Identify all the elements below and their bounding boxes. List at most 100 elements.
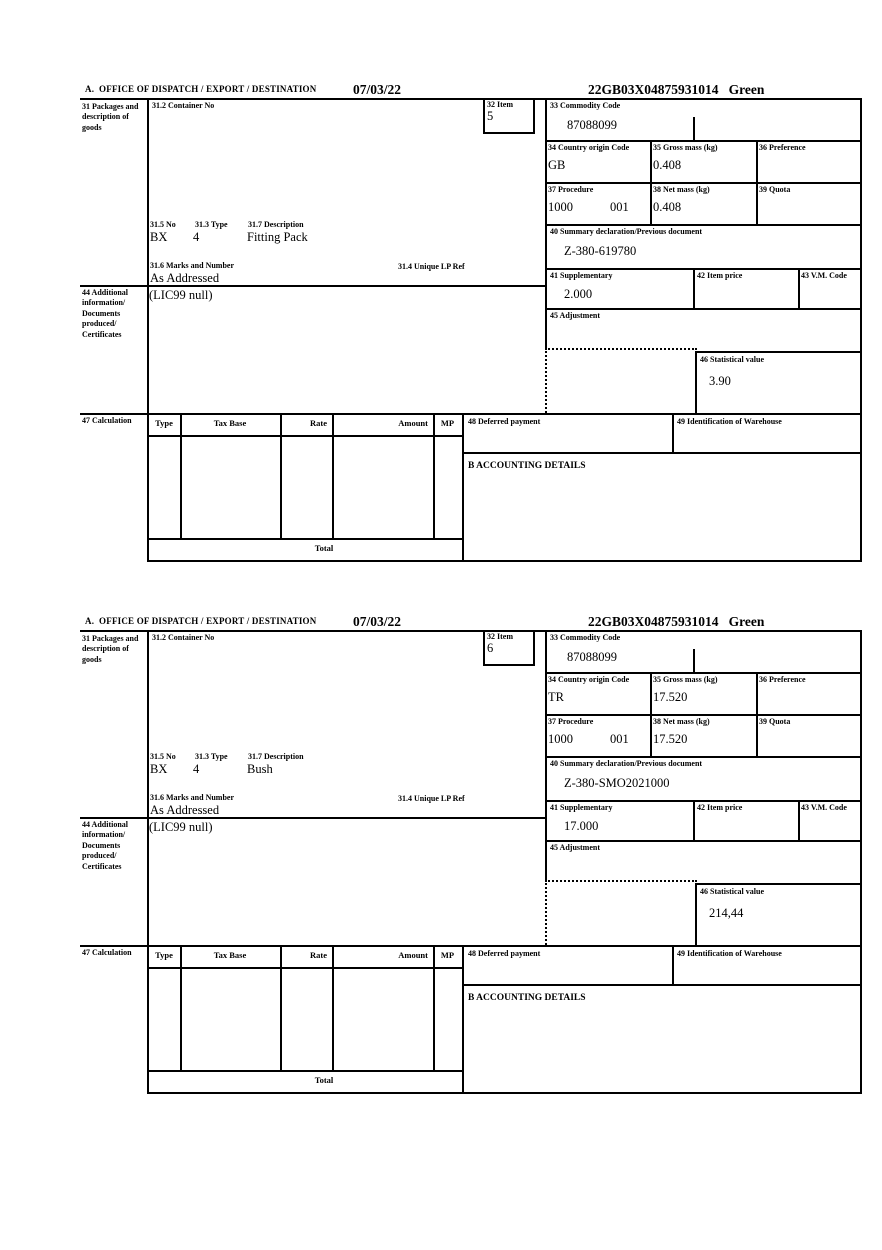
warehouse-id-label: 49 Identification of Warehouse xyxy=(677,949,782,958)
line xyxy=(545,98,547,348)
line xyxy=(695,883,862,885)
adjustment-label: 45 Adjustment xyxy=(550,843,601,852)
box31-label: 31 Packages and description of goods xyxy=(82,102,139,132)
line xyxy=(462,945,464,1092)
country-origin-label: 34 Country origin Code xyxy=(548,143,630,152)
net-mass-value: 17.520 xyxy=(653,732,688,746)
marks-number-value: As Addressed xyxy=(150,271,220,285)
net-mass-value: 0.408 xyxy=(653,200,682,214)
packages-no-label: 31.5 No xyxy=(150,752,176,761)
summary-declaration-value: Z-380-SMO2021000 xyxy=(564,776,670,790)
line xyxy=(80,630,862,632)
line xyxy=(462,452,862,454)
line xyxy=(462,984,862,986)
line xyxy=(147,630,149,1094)
country-origin-value: TR xyxy=(548,690,564,704)
statistical-value: 3.90 xyxy=(709,374,731,388)
line xyxy=(148,1070,462,1072)
line xyxy=(545,224,862,226)
packages-no-value: BX xyxy=(150,762,168,776)
line xyxy=(650,140,652,224)
line xyxy=(798,268,800,308)
item-number-box xyxy=(483,98,535,134)
summary-declaration-label: 40 Summary declaration/Previous document xyxy=(550,227,703,236)
procedure-label: 37 Procedure xyxy=(548,185,594,194)
statistical-value-label: 46 Statistical value xyxy=(700,887,764,896)
line xyxy=(80,285,545,287)
calculation-label: 47 Calculation xyxy=(82,948,132,957)
col-tax-base-header: Tax Base xyxy=(213,418,247,428)
supplementary-label: 41 Supplementary xyxy=(550,803,613,812)
declaration-sheet-1: A. OFFICE OF DISPATCH / EXPORT / DESTINA… xyxy=(80,82,864,578)
description-label: 31.7 Description xyxy=(248,220,304,229)
statistical-value-label: 46 Statistical value xyxy=(700,355,764,364)
deferred-payment-label: 48 Deferred payment xyxy=(468,417,541,426)
line xyxy=(545,672,862,674)
dotted-line xyxy=(545,880,697,882)
item-price-label: 42 Item price xyxy=(697,803,743,812)
line xyxy=(148,1092,862,1094)
line xyxy=(280,413,282,538)
container-no-label: 31.2 Container No xyxy=(152,101,215,110)
quota-label: 39 Quota xyxy=(759,717,791,726)
line xyxy=(693,268,695,308)
accounting-details-label: B ACCOUNTING DETAILS xyxy=(468,993,586,1003)
procedure-extra-value: 001 xyxy=(610,732,629,746)
line xyxy=(756,672,758,756)
supplementary-value: 2.000 xyxy=(564,287,593,301)
gross-mass-value: 17.520 xyxy=(653,690,688,704)
marks-number-value: As Addressed xyxy=(150,803,220,817)
unique-lp-ref-label: 31.4 Unique LP Ref xyxy=(398,794,465,803)
col-mp-header: MP xyxy=(440,418,455,428)
box44-label: 44 Additional information/ Documents pro… xyxy=(82,288,129,339)
line xyxy=(148,560,862,562)
line xyxy=(693,117,695,140)
col-tax-base-header: Tax Base xyxy=(213,950,247,960)
vm-code-label: 43 V.M. Code xyxy=(801,803,847,812)
col-amount-header: Amount xyxy=(398,418,428,428)
line xyxy=(545,840,862,842)
dotted-line xyxy=(545,348,547,413)
summary-declaration-value: Z-380-619780 xyxy=(564,244,637,258)
commodity-code-value: 87088099 xyxy=(567,650,617,664)
item-number-value: 6 xyxy=(487,641,494,655)
country-origin-label: 34 Country origin Code xyxy=(548,675,630,684)
declaration-sheet-2: A. OFFICE OF DISPATCH / EXPORT / DESTINA… xyxy=(80,614,864,1110)
packages-type-label: 31.3 Type xyxy=(195,220,228,229)
line xyxy=(695,883,697,945)
packages-no-value: BX xyxy=(150,230,168,244)
line xyxy=(860,98,862,562)
procedure-label: 37 Procedure xyxy=(548,717,594,726)
goods-description-value: Fitting Pack xyxy=(247,230,308,244)
line xyxy=(695,351,697,413)
calculation-label: 47 Calculation xyxy=(82,416,132,425)
packages-no-label: 31.5 No xyxy=(150,220,176,229)
item-number-value: 5 xyxy=(487,109,494,123)
line xyxy=(332,413,334,538)
line xyxy=(695,351,862,353)
description-label: 31.7 Description xyxy=(248,752,304,761)
total-label: Total xyxy=(314,543,334,553)
additional-information-value: (LIC99 null) xyxy=(149,820,213,834)
dotted-line xyxy=(545,348,697,350)
line xyxy=(433,413,435,538)
gross-mass-label: 35 Gross mass (kg) xyxy=(653,143,718,152)
line xyxy=(545,308,862,310)
gross-mass-value: 0.408 xyxy=(653,158,682,172)
line xyxy=(148,967,462,969)
item-number-box xyxy=(483,630,535,666)
office-of-dispatch-label: A. OFFICE OF DISPATCH / EXPORT / DESTINA… xyxy=(85,616,317,626)
col-mp-header: MP xyxy=(440,950,455,960)
line xyxy=(180,945,182,1070)
preference-label: 36 Preference xyxy=(759,675,806,684)
vm-code-label: 43 V.M. Code xyxy=(801,271,847,280)
quota-label: 39 Quota xyxy=(759,185,791,194)
box31-label: 31 Packages and description of goods xyxy=(82,634,139,664)
line xyxy=(462,413,464,560)
goods-description-value: Bush xyxy=(247,762,273,776)
line xyxy=(80,98,862,100)
line xyxy=(148,538,462,540)
unique-lp-ref-label: 31.4 Unique LP Ref xyxy=(398,262,465,271)
col-type-header: Type xyxy=(155,418,173,428)
